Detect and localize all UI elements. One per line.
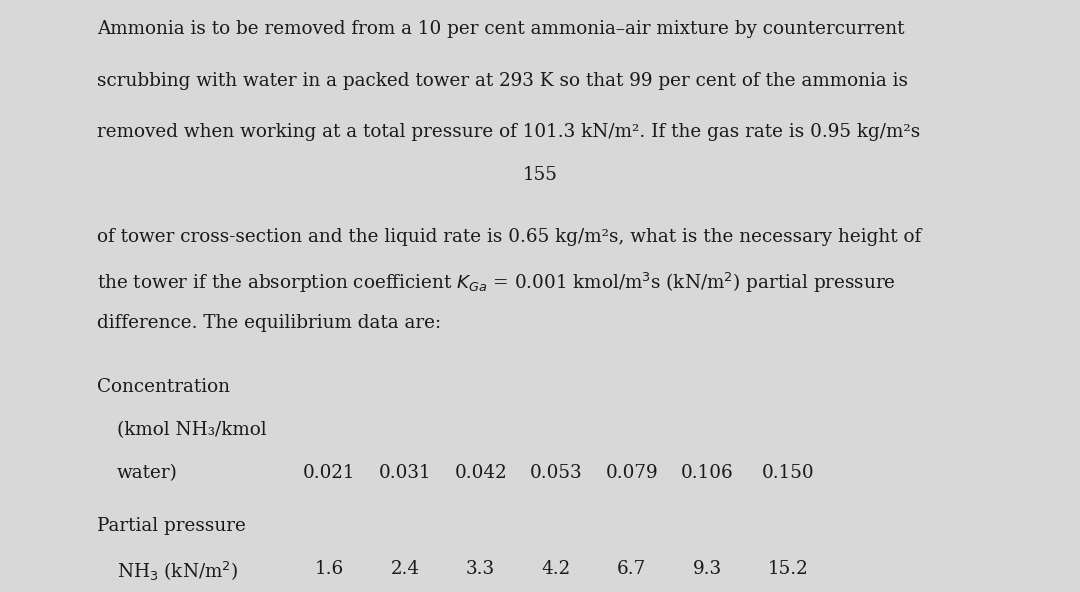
Text: Ammonia is to be removed from a 10 per cent ammonia–air mixture by countercurren: Ammonia is to be removed from a 10 per c… (97, 21, 905, 38)
Text: 2.4: 2.4 (391, 560, 419, 578)
Text: Partial pressure: Partial pressure (97, 517, 246, 535)
Text: 0.031: 0.031 (379, 464, 431, 482)
Text: (kmol NH₃/kmol: (kmol NH₃/kmol (117, 422, 267, 439)
Text: 1.6: 1.6 (314, 560, 345, 578)
Text: 155: 155 (523, 166, 557, 184)
Text: Concentration: Concentration (97, 378, 230, 396)
Text: 9.3: 9.3 (693, 560, 721, 578)
Text: 0.106: 0.106 (681, 464, 733, 482)
Text: 3.3: 3.3 (467, 560, 495, 578)
Text: 4.2: 4.2 (542, 560, 570, 578)
Text: removed when working at a total pressure of 101.3 kN/m². If the gas rate is 0.95: removed when working at a total pressure… (97, 123, 920, 141)
Text: 6.7: 6.7 (617, 560, 647, 578)
Text: difference. The equilibrium data are:: difference. The equilibrium data are: (97, 314, 442, 332)
Text: the tower if the absorption coefficient $K_{Ga}$ = 0.001 kmol/m$^3$s (kN/m$^2$) : the tower if the absorption coefficient … (97, 271, 896, 295)
Text: 0.053: 0.053 (530, 464, 582, 482)
Text: 15.2: 15.2 (768, 560, 809, 578)
Text: NH$_3$ (kN/m$^2$): NH$_3$ (kN/m$^2$) (117, 560, 238, 583)
Text: of tower cross-section and the liquid rate is 0.65 kg/m²s, what is the necessary: of tower cross-section and the liquid ra… (97, 228, 921, 246)
Text: 0.079: 0.079 (606, 464, 658, 482)
Text: 0.021: 0.021 (303, 464, 355, 482)
Text: 0.042: 0.042 (455, 464, 507, 482)
Text: scrubbing with water in a packed tower at 293 K so that 99 per cent of the ammon: scrubbing with water in a packed tower a… (97, 72, 908, 90)
Text: 0.150: 0.150 (762, 464, 814, 482)
Text: water): water) (117, 464, 177, 482)
